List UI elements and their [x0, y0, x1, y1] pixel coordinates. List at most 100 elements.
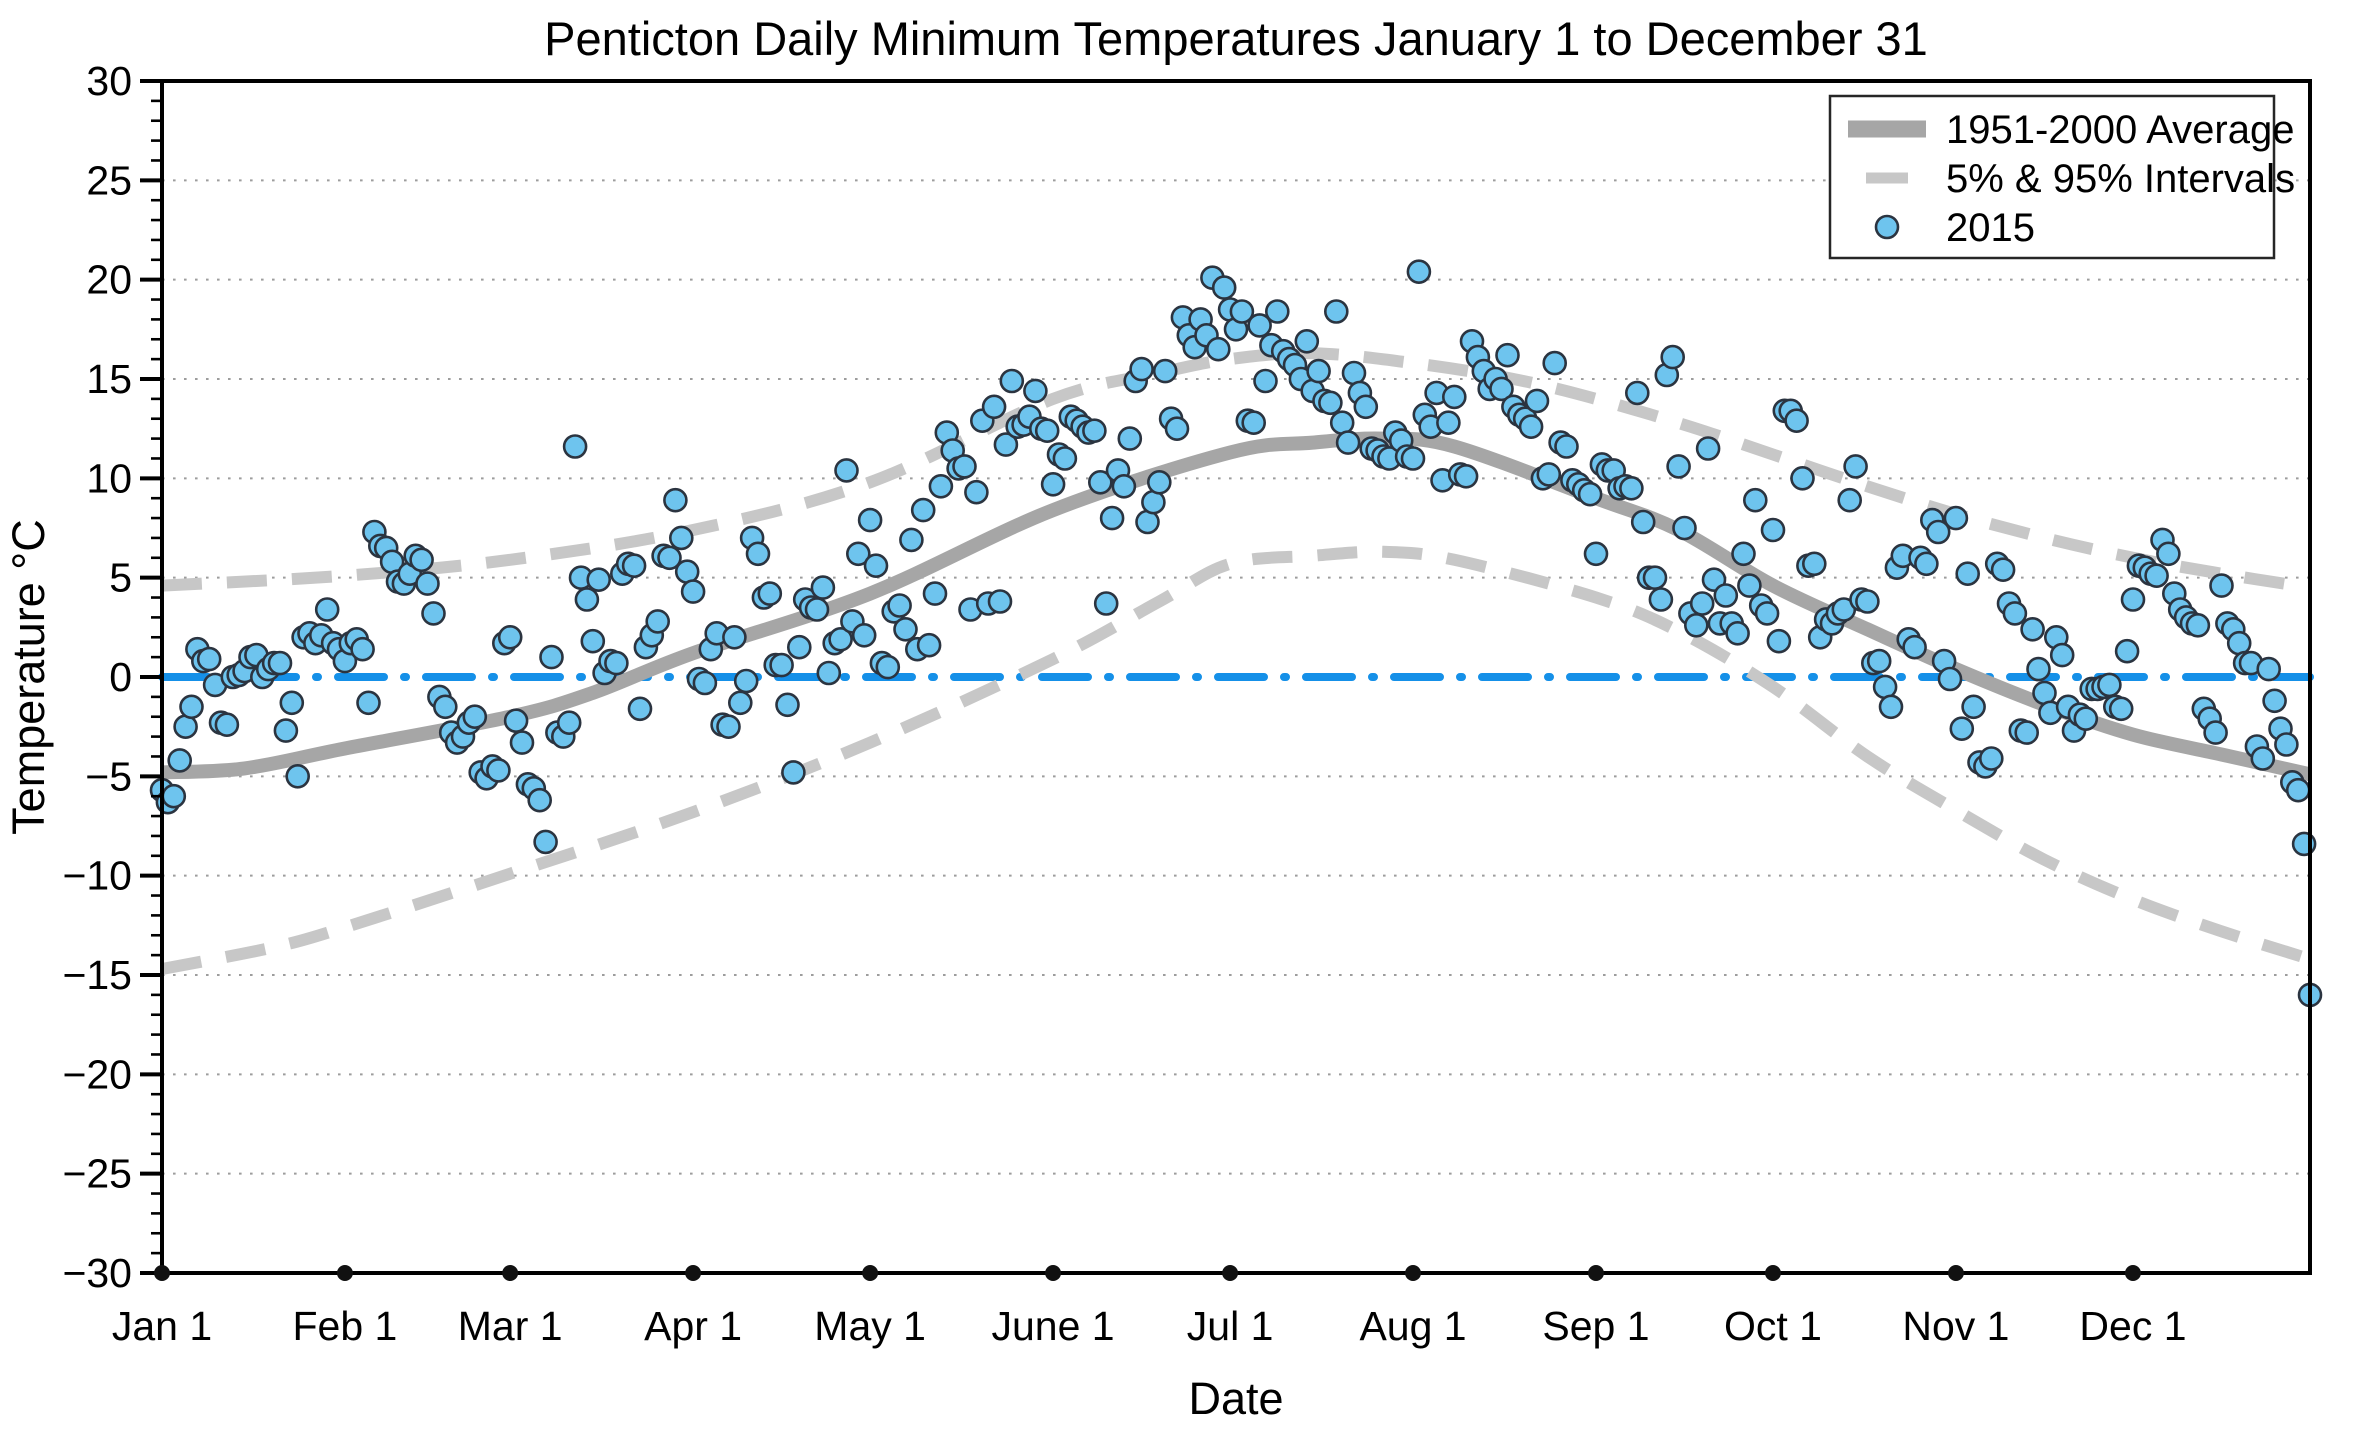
data-point-2015: [1725, 620, 1750, 646]
data-point-2015: [769, 652, 794, 678]
chart-title: Penticton Daily Minimum Temperatures Jan…: [544, 12, 1928, 65]
data-point-2015: [727, 690, 753, 716]
scatter-points-layer: [149, 259, 2323, 1008]
data-point-2015: [1625, 380, 1650, 406]
month-tick-dot: [154, 1265, 170, 1281]
data-point-2015: [1766, 628, 1792, 654]
data-point-2015: [580, 628, 606, 654]
upper-95-percent-interval-curve: [161, 347, 2311, 594]
data-point-2015: [1324, 299, 1349, 324]
y-tick-label-25: 25: [86, 157, 132, 203]
data-point-2015: [1088, 469, 1113, 495]
data-point-2015: [804, 597, 830, 622]
data-point-2015: [1743, 487, 1768, 513]
data-point-2015: [2250, 746, 2276, 771]
data-point-2015: [928, 473, 954, 499]
data-point-2015: [1436, 410, 1461, 436]
month-tick-dot: [1222, 1265, 1239, 1281]
data-point-2015: [1990, 557, 2016, 583]
legend-label-2015: 2015: [1946, 206, 2035, 250]
data-point-2015: [214, 712, 240, 738]
x-tick-label-apr-1: Apr 1: [644, 1303, 742, 1349]
data-point-2015: [1152, 358, 1178, 384]
legend: 1951-2000 Average 5% & 95% Intervals 201…: [1828, 94, 2295, 260]
y-tick-label-10: 10: [86, 455, 132, 501]
data-point-2015: [1760, 517, 1786, 543]
data-point-2015: [1082, 418, 1107, 444]
data-point-2015: [415, 571, 440, 596]
data-point-2015: [486, 758, 511, 783]
data-point-2015: [621, 553, 647, 579]
data-point-2015: [1335, 430, 1361, 455]
data-point-2015: [1524, 388, 1550, 414]
x-tick-label-sep-1: Sep 1: [1542, 1303, 1649, 1349]
data-point-2015: [1241, 410, 1266, 436]
month-tick-dot: [502, 1265, 519, 1281]
data-point-2015: [1577, 481, 1603, 507]
data-point-2015: [1754, 601, 1780, 626]
data-point-2015: [668, 525, 694, 551]
data-point-2015: [509, 730, 535, 755]
data-point-2015: [733, 668, 759, 694]
data-point-2015: [356, 690, 381, 716]
data-point-2015: [893, 616, 918, 642]
data-point-2015: [916, 632, 942, 658]
data-point-2015: [851, 622, 877, 648]
data-point-2015: [1141, 489, 1166, 515]
data-point-2015: [1147, 469, 1172, 495]
data-point-2015: [1318, 390, 1343, 416]
data-point-2015: [981, 394, 1007, 420]
data-point-2015: [674, 559, 700, 585]
data-point-2015: [1878, 694, 1904, 720]
data-point-2015: [196, 646, 222, 672]
data-point-2015: [562, 434, 588, 459]
y-tick-label-15: 15: [86, 356, 132, 402]
data-point-2015: [1489, 376, 1514, 402]
data-point-2015: [503, 708, 529, 734]
data-point-2015: [314, 597, 340, 622]
data-point-2015: [2026, 656, 2051, 682]
data-point-2015: [409, 547, 434, 573]
data-point-2015: [775, 692, 800, 718]
data-point-2015: [1442, 384, 1467, 410]
y-tick-label-20: 20: [86, 257, 132, 303]
data-point-2015: [2049, 642, 2075, 668]
data-point-2015: [161, 783, 187, 809]
data-point-2015: [1689, 591, 1715, 616]
y-tick-label-0: 0: [109, 654, 132, 700]
x-tick-label-june-1: June 1: [992, 1303, 1115, 1349]
data-point-2015: [1837, 487, 1862, 513]
data-point-2015: [663, 487, 688, 513]
data-point-2015: [2274, 732, 2299, 757]
data-point-2015: [533, 829, 558, 855]
data-point-2015: [167, 748, 192, 773]
data-point-2015: [1731, 541, 1756, 567]
data-point-2015: [1406, 259, 1432, 285]
data-point-2015: [999, 368, 1025, 394]
data-point-2015: [1453, 463, 1479, 489]
curves-layer: [158, 347, 2314, 975]
legend-label-average: 1951-2000 Average: [1946, 108, 2294, 152]
data-point-2015: [497, 624, 523, 650]
data-point-2015: [1129, 356, 1154, 382]
data-point-2015: [1914, 551, 1939, 577]
x-tick-label-jan-1: Jan 1: [112, 1303, 212, 1349]
data-point-2015: [1642, 565, 1668, 591]
data-point-2015: [1040, 471, 1066, 497]
data-point-2015: [627, 696, 653, 722]
month-tick-dot: [1587, 1265, 1604, 1281]
data-point-2015: [2120, 587, 2146, 612]
data-point-2015: [2108, 696, 2134, 722]
x-tick-label-oct-1: Oct 1: [1724, 1303, 1822, 1349]
data-point-2015: [1542, 350, 1567, 376]
data-point-2015: [1784, 408, 1809, 434]
data-point-2015: [1737, 573, 1762, 598]
scatter-marker-swatch-icon: [1874, 214, 1900, 240]
data-point-2015: [910, 497, 936, 523]
data-point-2015: [816, 660, 842, 686]
data-point-2015: [645, 609, 671, 634]
data-point-2015: [1866, 648, 1892, 674]
data-point-2015: [2014, 720, 2039, 745]
x-tick-label-aug-1: Aug 1: [1359, 1303, 1466, 1349]
data-point-2015: [875, 654, 901, 680]
